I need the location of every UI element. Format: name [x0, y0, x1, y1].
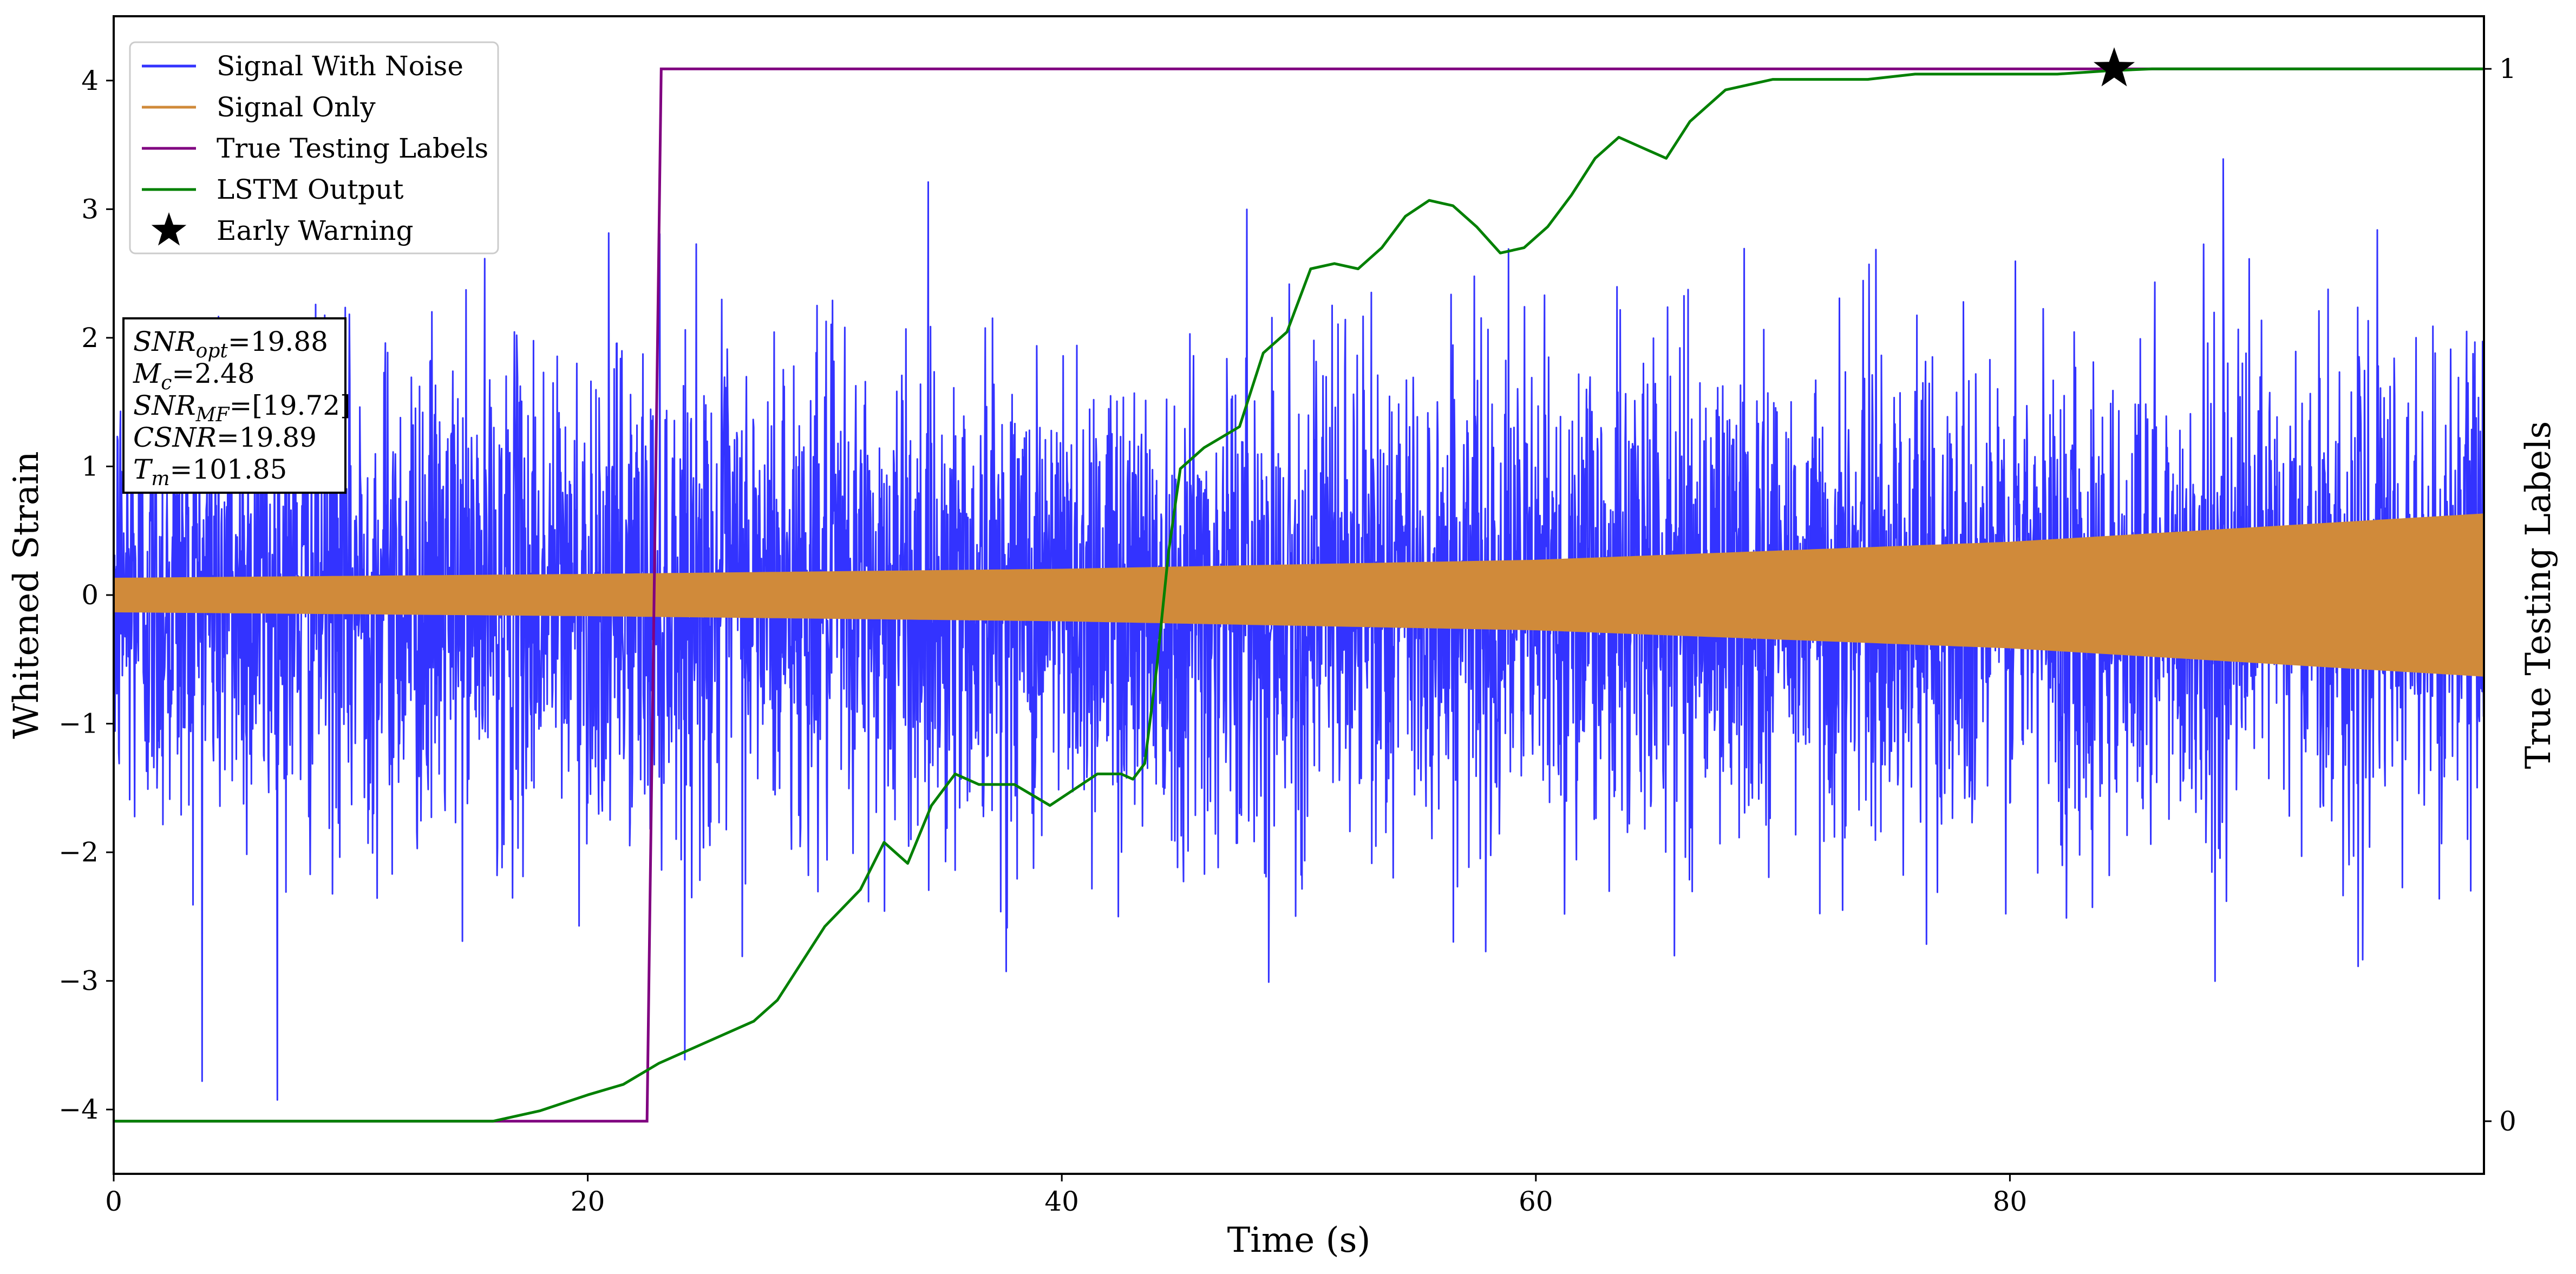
x-tick-label: 0 — [105, 1186, 122, 1217]
legend: Signal With Noise Signal Only True Testing… — [129, 41, 499, 254]
y-tick-label: −1 — [58, 708, 99, 740]
early-warning-star — [2094, 47, 2135, 87]
legend-label: Signal With Noise — [217, 50, 463, 82]
legend-label: Signal Only — [217, 92, 376, 123]
stats-line: Tm=101.85 — [133, 454, 287, 490]
legend-label: True Testing Labels — [217, 133, 488, 164]
y2-tick-label: 1 — [2499, 53, 2516, 84]
stats-line: CSNR=19.89 — [133, 422, 317, 453]
x-tick-label: 20 — [571, 1186, 605, 1217]
stats-line: Mc=2.48 — [133, 358, 255, 394]
y-axis-label: Whitened Strain — [6, 451, 47, 739]
y2-axis-label: True Testing Labels — [2519, 421, 2559, 769]
x-tick-label: 80 — [1993, 1186, 2028, 1217]
legend-label: LSTM Output — [217, 174, 403, 205]
legend-label: Early Warning — [217, 215, 414, 246]
y-tick-label: 2 — [81, 322, 99, 354]
y-tick-label: −3 — [58, 965, 99, 997]
legend-box — [129, 41, 499, 254]
y-tick-label: 3 — [81, 193, 99, 225]
y-tick-label: −4 — [58, 1094, 99, 1125]
y-tick-label: −2 — [58, 837, 99, 868]
signal-with-noise-line — [114, 158, 2484, 1101]
stats-line: SNRopt=19.88 — [133, 326, 328, 362]
y2-tick-label: 0 — [2499, 1106, 2516, 1137]
legend-star-icon — [151, 212, 187, 246]
plot-area — [114, 47, 2484, 1123]
stats-box-frame — [122, 317, 346, 494]
signal-only-band — [114, 513, 2484, 677]
y-tick-label: 1 — [81, 450, 99, 482]
x-tick-label: 60 — [1519, 1186, 1553, 1217]
lstm-output-line — [114, 67, 2484, 1123]
stats-line: SNRMF=[19.72] — [133, 390, 351, 426]
stats-box: SNRopt=19.88Mc=2.48SNRMF=[19.72]CSNR=19.… — [122, 317, 351, 494]
y-tick-label: 4 — [81, 65, 99, 96]
x-axis-label: Time (s) — [1227, 1220, 1371, 1260]
x-tick-label: 40 — [1044, 1186, 1079, 1217]
y-tick-label: 0 — [81, 579, 99, 611]
